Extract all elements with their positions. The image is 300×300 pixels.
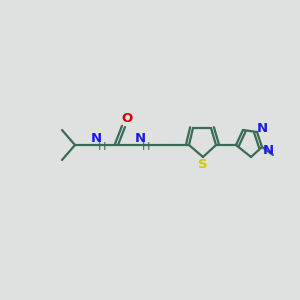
Text: N: N [134,131,146,145]
Text: N: N [90,131,102,145]
Text: H: H [142,142,150,152]
Text: S: S [198,158,208,170]
Text: N: N [262,143,274,157]
Text: H: H [98,142,106,152]
Text: N: N [256,122,268,134]
Text: O: O [122,112,133,125]
